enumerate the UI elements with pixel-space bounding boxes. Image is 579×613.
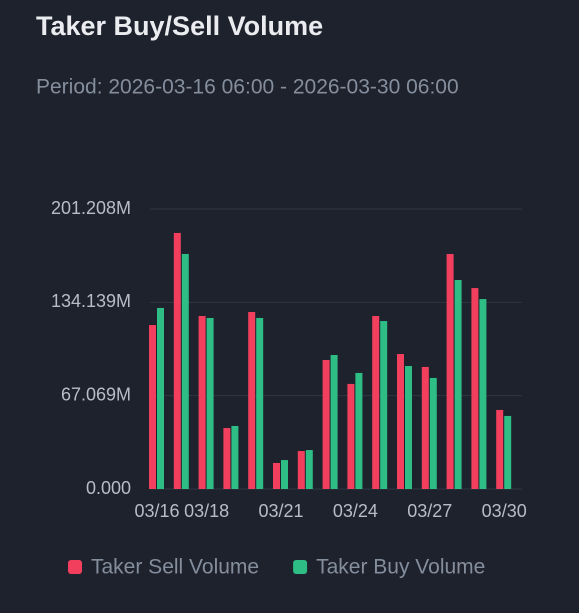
legend-label: Taker Sell Volume: [91, 556, 259, 579]
bar: [256, 317, 264, 489]
bar: [405, 365, 412, 489]
bar: [504, 415, 512, 489]
bar: [273, 462, 280, 489]
bar: [173, 232, 181, 489]
x-tick-label: 03/27: [407, 501, 452, 521]
chart-title: Taker Buy/Sell Volume: [36, 11, 323, 41]
bar: [297, 451, 305, 489]
x-tick-label: 03/24: [333, 501, 378, 521]
y-tick-label: 201.208M: [51, 198, 131, 218]
bar: [330, 354, 338, 489]
y-tick-label: 134.139M: [51, 291, 131, 311]
bar: [231, 425, 239, 489]
bar: [198, 316, 206, 489]
bar: [372, 316, 380, 489]
legend-swatch: [293, 560, 308, 574]
x-tick-label: 03/21: [258, 501, 303, 521]
bar: [471, 288, 479, 489]
bar: [157, 307, 164, 489]
bar: [397, 354, 404, 489]
bar: [446, 253, 454, 489]
bar: [322, 359, 330, 489]
bar: [355, 372, 363, 489]
bar: [149, 325, 156, 489]
chart-subtitle: Period: 2026-03-16 06:00 - 2026-03-30 06…: [36, 76, 459, 99]
bar: [496, 409, 504, 489]
legend-swatch: [68, 560, 82, 574]
legend-label: Taker Buy Volume: [316, 556, 485, 579]
bar: [305, 450, 313, 489]
x-tick-label: 03/30: [482, 501, 527, 521]
bar: [454, 279, 462, 489]
bar: [206, 317, 214, 489]
bar: [181, 253, 189, 489]
bar: [248, 311, 256, 489]
y-tick-label: 67.069M: [61, 384, 131, 404]
x-tick-label: 03/16: [134, 501, 179, 521]
bar: [347, 383, 355, 489]
bar: [223, 428, 231, 489]
bar: [421, 366, 429, 489]
bar: [479, 299, 487, 489]
bar: [281, 460, 288, 489]
bar: [380, 321, 388, 489]
y-tick-label: 0.000: [86, 478, 131, 498]
bar: [429, 377, 437, 489]
x-tick-label: 03/18: [184, 501, 229, 521]
